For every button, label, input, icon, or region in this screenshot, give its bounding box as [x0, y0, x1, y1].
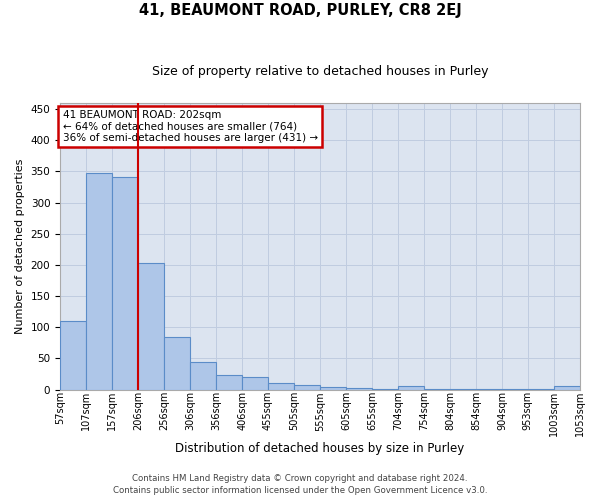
Bar: [424, 389, 450, 390]
Text: 41, BEAUMONT ROAD, PURLEY, CR8 2EJ: 41, BEAUMONT ROAD, PURLEY, CR8 2EJ: [139, 2, 461, 18]
Bar: [450, 389, 476, 390]
Bar: [554, 386, 580, 390]
Text: 41 BEAUMONT ROAD: 202sqm
← 64% of detached houses are smaller (764)
36% of semi-: 41 BEAUMONT ROAD: 202sqm ← 64% of detach…: [62, 110, 318, 143]
Bar: [346, 388, 372, 390]
Bar: [190, 362, 216, 390]
Text: Contains HM Land Registry data © Crown copyright and database right 2024.
Contai: Contains HM Land Registry data © Crown c…: [113, 474, 487, 495]
Bar: [372, 389, 398, 390]
Bar: [164, 338, 190, 390]
Bar: [320, 387, 346, 390]
Bar: [476, 389, 502, 390]
X-axis label: Distribution of detached houses by size in Purley: Distribution of detached houses by size …: [175, 442, 464, 455]
Bar: [502, 389, 528, 390]
Bar: [268, 384, 294, 390]
Y-axis label: Number of detached properties: Number of detached properties: [15, 158, 25, 334]
Bar: [398, 386, 424, 390]
Bar: [528, 389, 554, 390]
Bar: [294, 386, 320, 390]
Bar: [216, 374, 242, 390]
Bar: [86, 174, 112, 390]
Bar: [138, 263, 164, 390]
Title: Size of property relative to detached houses in Purley: Size of property relative to detached ho…: [152, 65, 488, 78]
Bar: [60, 321, 86, 390]
Bar: [242, 377, 268, 390]
Bar: [112, 177, 138, 390]
